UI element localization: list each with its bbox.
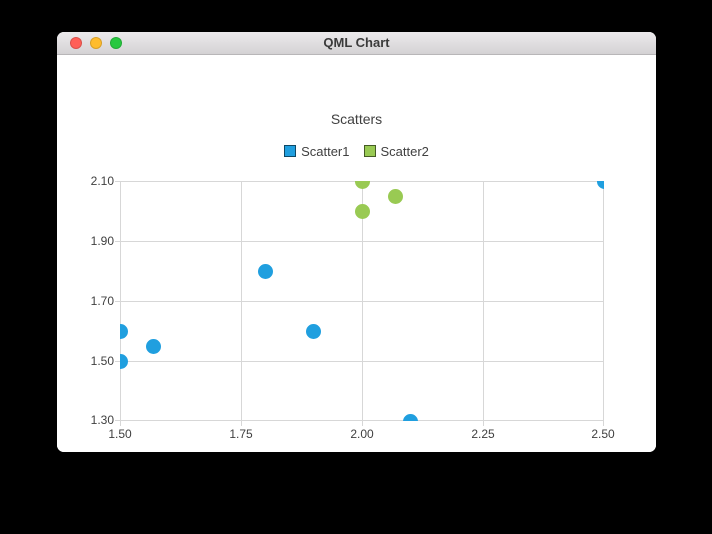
- scatter2-data-point[interactable]: [354, 181, 370, 189]
- scatter1-data-point[interactable]: [306, 323, 322, 339]
- plot-wrap: 1.50 1.75 2.00 2.25 2.50 1.30 1.50 1.70 1.90 2.10: [91, 174, 615, 441]
- x-tick-mark: [362, 421, 363, 426]
- y-gridline: [120, 241, 604, 242]
- y-axis-tick-label: 1.30: [90, 413, 114, 427]
- y-axis-tick-label: 1.90: [90, 234, 114, 248]
- app-window: QML Chart Scatters Scatter1 Scatter2 1.5…: [57, 32, 656, 452]
- x-tick-mark: [603, 421, 604, 426]
- y-tick-mark: [115, 420, 120, 421]
- window-content: Scatters Scatter1 Scatter2 1.50 1.75 2.00 2…: [57, 55, 656, 452]
- x-axis-tick-label: 1.75: [229, 427, 253, 441]
- scatter2-legend-label: Scatter2: [380, 143, 429, 159]
- y-tick-mark: [115, 301, 120, 302]
- x-tick-mark: [120, 421, 121, 426]
- y-gridline: [120, 361, 604, 362]
- x-tick-mark: [241, 421, 242, 426]
- legend-item-scatter2[interactable]: Scatter2: [363, 143, 429, 159]
- scatter2-data-point[interactable]: [388, 188, 404, 204]
- x-tick-mark: [483, 421, 484, 426]
- zoom-button[interactable]: [110, 37, 122, 49]
- scatter1-data-point[interactable]: [257, 263, 273, 279]
- chart-title: Scatters: [330, 111, 383, 127]
- scatter2-data-point[interactable]: [354, 203, 370, 219]
- scatter1-data-point[interactable]: [120, 323, 128, 339]
- y-tick-mark: [115, 181, 120, 182]
- x-axis-tick-label: 2.50: [591, 427, 615, 441]
- scatter2-legend-marker-icon: [363, 145, 376, 157]
- x-axis-tick-label: 2.25: [471, 427, 495, 441]
- y-gridline: [120, 301, 604, 302]
- y-gridline: [120, 420, 604, 421]
- scatter1-data-point[interactable]: [402, 413, 418, 421]
- y-axis-tick-label: 2.10: [90, 174, 114, 188]
- scatter1-legend-marker-icon: [284, 145, 297, 157]
- x-axis-tick-label: 2.00: [350, 427, 374, 441]
- chart-legend: Scatter1 Scatter2: [57, 143, 656, 159]
- window-title: QML Chart: [323, 35, 390, 50]
- minimize-button[interactable]: [90, 37, 102, 49]
- y-tick-mark: [115, 361, 120, 362]
- scatter1-data-point[interactable]: [120, 353, 128, 369]
- y-axis-tick-label: 1.70: [90, 294, 114, 308]
- close-button[interactable]: [70, 37, 82, 49]
- x-axis-tick-label: 1.50: [108, 427, 132, 441]
- scatter1-legend-label: Scatter1: [301, 143, 350, 159]
- y-axis-tick-label: 1.50: [90, 354, 114, 368]
- plot-area[interactable]: [120, 181, 604, 421]
- window-titlebar[interactable]: QML Chart: [57, 32, 656, 55]
- scatter1-data-point[interactable]: [146, 338, 162, 354]
- scatter1-data-point[interactable]: [596, 181, 604, 189]
- legend-item-scatter1[interactable]: Scatter1: [284, 143, 350, 159]
- y-tick-mark: [115, 241, 120, 242]
